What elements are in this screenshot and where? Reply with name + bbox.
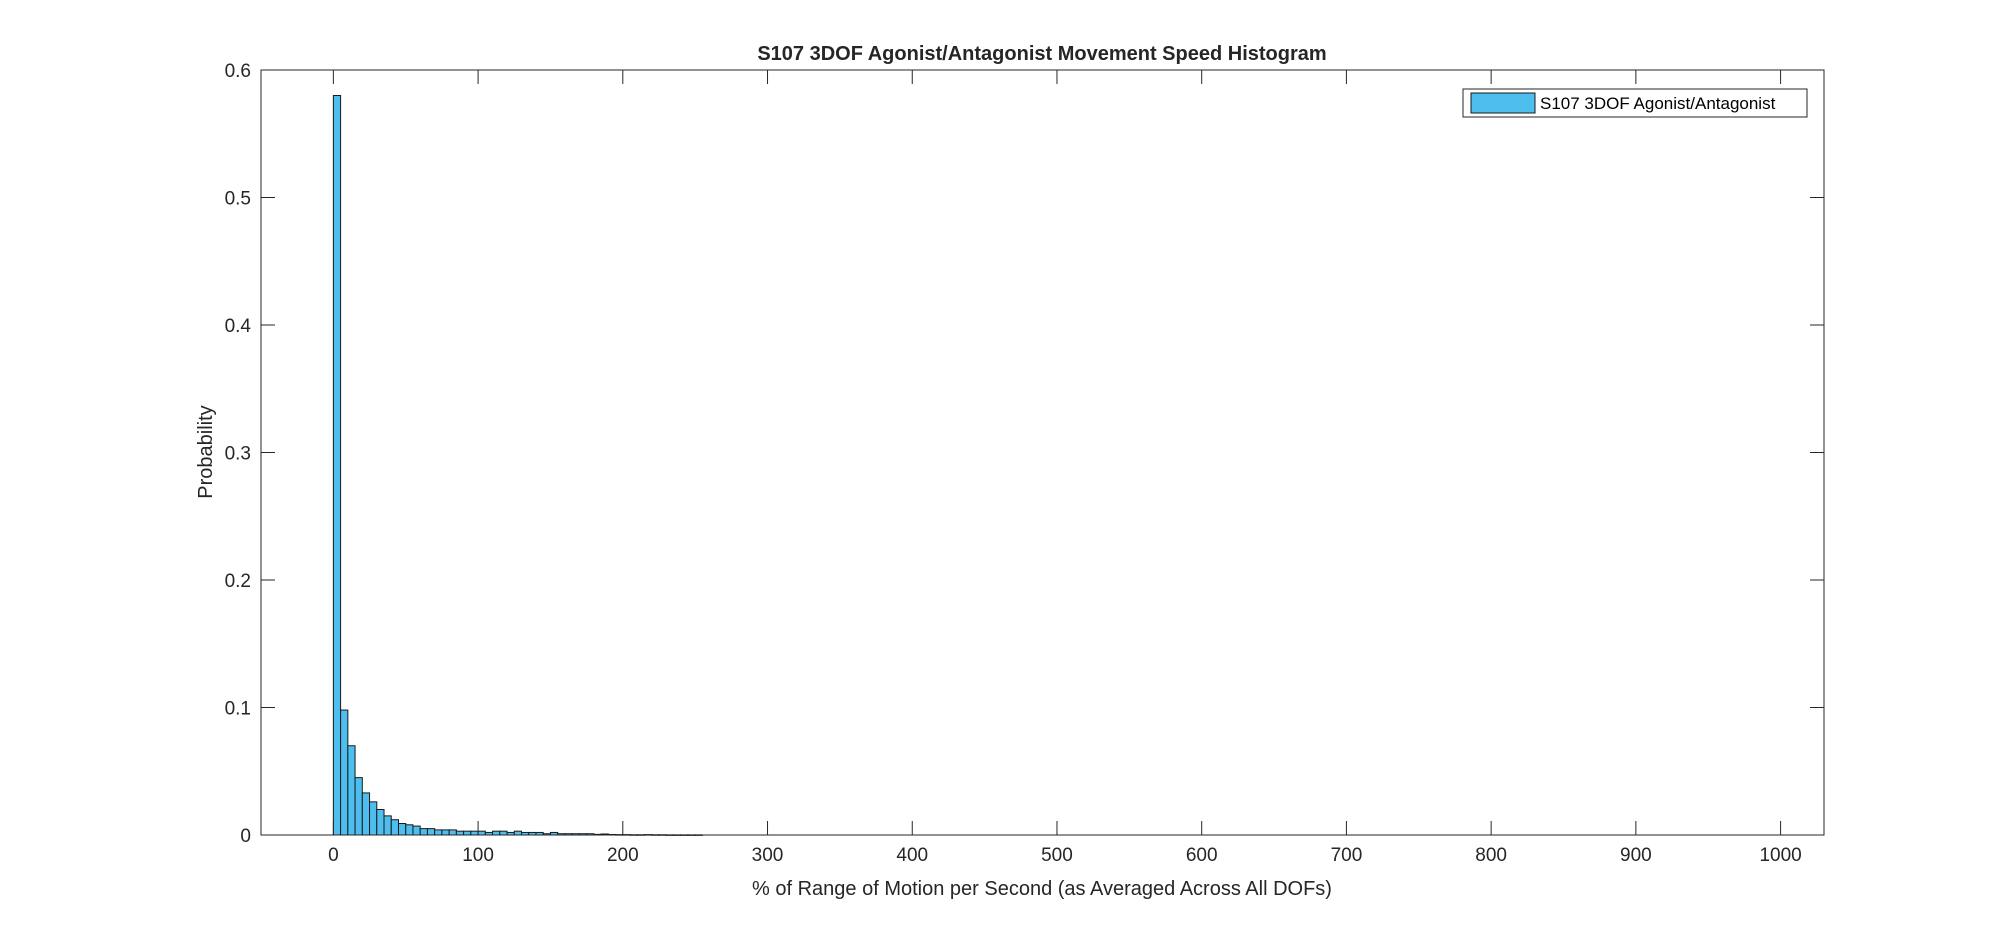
histogram-bar xyxy=(513,830,523,836)
y-tick-label: 0.5 xyxy=(225,189,251,210)
y-tick-label: 0.1 xyxy=(225,699,251,720)
y-tick-label: 0 xyxy=(240,826,251,847)
histogram-bar xyxy=(340,709,349,836)
legend-label: S107 3DOF Agonist/Antagonist xyxy=(1540,94,1776,113)
y-tick-label: 0.2 xyxy=(225,571,251,592)
x-tick-label: 400 xyxy=(896,845,928,866)
histogram-bar xyxy=(441,829,450,836)
histogram-bar xyxy=(419,828,428,836)
y-tick-label: 0.6 xyxy=(225,61,251,82)
legend-swatch xyxy=(1470,92,1536,114)
x-tick-label: 500 xyxy=(1041,845,1073,866)
histogram-bar xyxy=(383,815,392,836)
histogram-bar xyxy=(332,95,342,836)
x-tick-label: 0 xyxy=(328,845,339,866)
histogram-bar xyxy=(426,828,436,836)
histogram-bar xyxy=(405,824,414,836)
x-tick-label: 900 xyxy=(1620,845,1652,866)
x-axis-label: % of Range of Motion per Second (as Aver… xyxy=(752,878,1332,900)
x-tick-label: 600 xyxy=(1186,845,1218,866)
histogram-bar xyxy=(448,829,457,836)
histogram-bar xyxy=(376,809,385,836)
y-tick-label: 0.4 xyxy=(225,316,252,337)
histogram-bar xyxy=(397,823,407,836)
x-tick-label: 100 xyxy=(462,845,494,866)
histogram-bar xyxy=(369,801,378,836)
histogram-bar xyxy=(463,830,472,836)
legend: S107 3DOF Agonist/Antagonist xyxy=(1462,88,1808,118)
x-tick-label: 1000 xyxy=(1759,845,1801,866)
x-tick-label: 300 xyxy=(752,845,784,866)
x-tick-label: 700 xyxy=(1331,845,1363,866)
histogram-bar xyxy=(412,825,421,836)
axes-box xyxy=(260,69,1825,836)
x-tick-label: 800 xyxy=(1475,845,1507,866)
histogram-bar xyxy=(361,792,371,836)
histogram-bar xyxy=(390,819,399,836)
histogram-bar xyxy=(347,745,356,836)
y-tick-label: 0.3 xyxy=(225,444,251,465)
bars-layer xyxy=(332,95,703,836)
histogram-bar xyxy=(434,829,443,836)
chart-title: S107 3DOF Agonist/Antagonist Movement Sp… xyxy=(757,43,1326,65)
histogram-bar xyxy=(477,830,486,836)
y-axis-label: Probability xyxy=(195,405,217,498)
plot-area xyxy=(261,70,1824,835)
histogram-bar xyxy=(455,830,465,836)
tick-labels-layer: 0 100 200 300 400 500 600 700 800 900 1000 0 0.1 0.2 0… xyxy=(225,61,1802,866)
histogram-bar xyxy=(492,830,501,836)
histogram-bar xyxy=(470,830,479,836)
histogram-bar xyxy=(499,830,508,836)
x-tick-label: 200 xyxy=(607,845,639,866)
histogram-bar xyxy=(354,777,363,836)
